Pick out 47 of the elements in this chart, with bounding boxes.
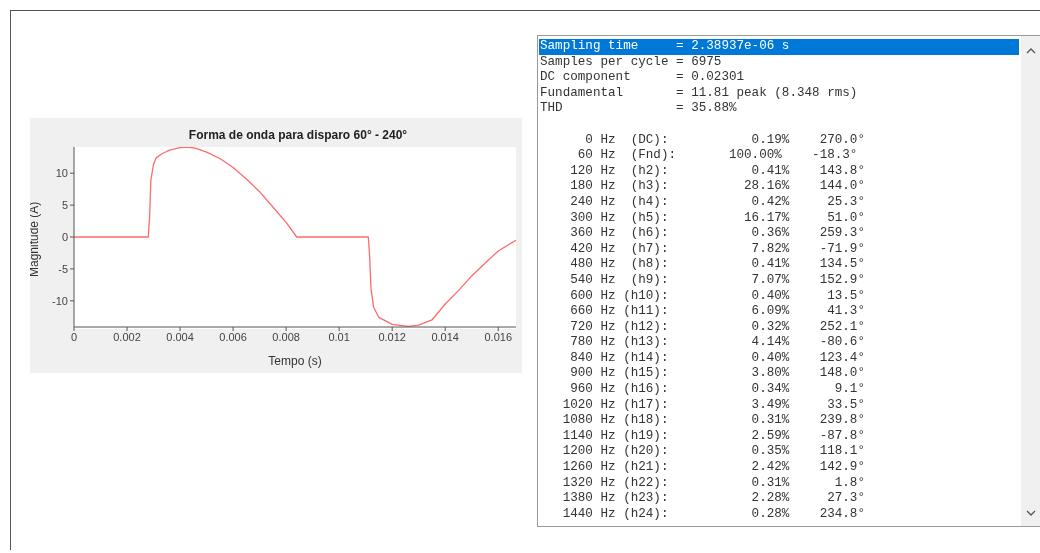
x-tick-label: 0	[70, 330, 78, 343]
text: 540 Hz (h9): 7.07% 152.9°	[569, 272, 866, 289]
chart-title: Forma de onda para disparo 60° - 240°	[187, 128, 409, 142]
text: Sampling time = 2.38937e-06 s	[539, 39, 1019, 55]
y-tick-label: -10	[52, 294, 68, 307]
x-tick-label: 0.012	[378, 330, 406, 343]
x-tick-label: 0.004	[166, 330, 194, 343]
x-tick-label: 0.006	[219, 330, 247, 343]
text: 840 Hz (h14): 0.40% 123.4°	[569, 350, 866, 367]
text: 480 Hz (h8): 0.41% 134.5°	[569, 257, 866, 273]
text: 1380 Hz (h23): 2.28% 27.3°	[561, 491, 866, 507]
text: 780 Hz (h13): 4.14% -80.6°	[569, 335, 866, 351]
x-tick-label: 0.008	[272, 330, 300, 343]
text: 1440 Hz (h24): 0.28% 234.8°	[561, 506, 866, 523]
text: 0 Hz (DC): 0.19% 270.0°	[584, 132, 866, 149]
y-tick-label: 0	[61, 230, 68, 243]
x-tick-label: 0.014	[431, 330, 459, 343]
text: 960 Hz (h16): 0.34% 9.1°	[569, 382, 866, 398]
text: 1200 Hz (h20): 0.35% 118.1°	[561, 444, 866, 461]
text: 240 Hz (h4): 0.42% 25.3°	[569, 194, 866, 211]
text: 720 Hz (h12): 0.32% 252.1°	[569, 319, 866, 336]
text: 1320 Hz (h22): 0.31% 1.8°	[561, 475, 866, 492]
text: 60 Hz (Fnd): 100.00% -18.3°	[576, 148, 859, 164]
text: 900 Hz (h15): 3.80% 148.0°	[569, 366, 866, 383]
text: 120 Hz (h2): 0.41% 143.8°	[569, 163, 866, 180]
y-tick-label: -5	[58, 262, 68, 275]
x-tick-label: 0.002	[113, 330, 141, 343]
x-tick-label: 0.016	[484, 330, 512, 343]
text: 1140 Hz (h19): 2.59% -87.8°	[561, 428, 866, 445]
text: 360 Hz (h6): 0.36% 259.3°	[569, 226, 866, 242]
text: 1080 Hz (h18): 0.31% 239.8°	[561, 413, 866, 429]
text: 600 Hz (h10): 0.40% 13.5°	[569, 288, 866, 305]
text: 1020 Hz (h17): 3.49% 33.5°	[561, 397, 866, 414]
text: THD = 35.88%	[539, 101, 738, 117]
text: 180 Hz (h3): 28.16% 144.0°	[569, 179, 866, 195]
text: 420 Hz (h7): 7.82% -71.9°	[569, 241, 866, 258]
y-axis-title: Magnitude (A)	[27, 201, 42, 277]
text: DC component = 0.02301	[539, 70, 746, 86]
text: 300 Hz (h5): 16.17% 51.0°	[569, 210, 866, 227]
x-tick-label: 0.01	[328, 330, 350, 343]
x-axis-title: Tempo (s)	[268, 354, 322, 368]
text: 660 Hz (h11): 6.09% 41.3°	[569, 304, 866, 320]
text: Fundamental = 11.81 peak (8.348 rms)	[539, 85, 859, 102]
y-tick-label: 10	[55, 167, 68, 180]
text: Samples per cycle = 6975	[539, 54, 723, 71]
y-tick-label: 5	[61, 198, 68, 211]
text: 1260 Hz (h21): 2.42% 142.9°	[561, 460, 866, 476]
